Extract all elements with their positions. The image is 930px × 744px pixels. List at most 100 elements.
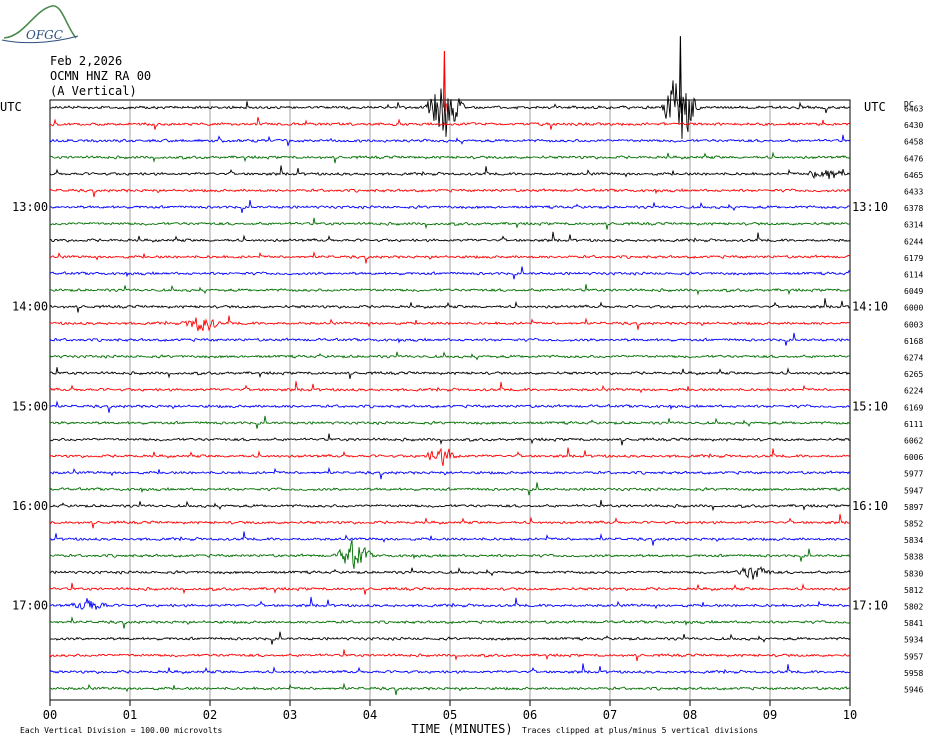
dc-offset-label: 5897 (904, 503, 923, 512)
trace-row (49, 200, 851, 213)
dc-offset-label: 5802 (904, 603, 923, 612)
dc-offset-label: 5958 (904, 669, 923, 678)
dc-offset-label: 6111 (904, 420, 923, 429)
station-label: OCMN HNZ RA 00 (50, 69, 152, 83)
trace-row (49, 315, 851, 332)
trace-row (49, 566, 851, 580)
trace-row (49, 482, 851, 496)
dc-offset-label: 6179 (904, 254, 923, 263)
trace-row (49, 433, 851, 446)
x-tick-label: 03 (283, 708, 297, 722)
date-label: Feb 2,2026 (50, 54, 123, 68)
trace-row (49, 531, 851, 546)
footer-clip-note: Traces clipped at plus/minus 5 vertical … (522, 726, 758, 735)
dc-offset-label: 5947 (904, 486, 923, 495)
trace-row (49, 188, 851, 198)
right-time-label: 15:10 (852, 399, 888, 413)
dc-column-title: DC (904, 100, 914, 109)
trace-row (49, 663, 851, 675)
dc-offset-label: 6169 (904, 403, 923, 412)
dc-offset-label: 6274 (904, 354, 923, 363)
trace-row (49, 381, 851, 394)
dc-offset-label: 6476 (904, 154, 923, 163)
dc-offset-label: 6430 (904, 121, 923, 130)
trace-row (49, 616, 851, 629)
left-time-label: 17:00 (12, 599, 48, 613)
dc-offset-label: 5934 (904, 636, 923, 645)
dc-offset-label: 6463 (904, 105, 923, 114)
component-label: (A Vertical) (50, 84, 137, 98)
trace-row (49, 231, 851, 243)
dc-offset-label: 5838 (904, 553, 923, 562)
trace-row (49, 466, 851, 480)
trace-row (49, 649, 850, 662)
trace-row (49, 151, 851, 164)
dc-offset-label: 5841 (904, 619, 923, 628)
dc-offset-label: 5977 (904, 470, 923, 479)
trace-row (49, 284, 851, 296)
x-tick-label: 05 (443, 708, 457, 722)
dc-offset-label: 6168 (904, 337, 923, 346)
dc-offset-label: 6114 (904, 271, 923, 280)
x-tick-label: 04 (363, 708, 377, 722)
trace-row (49, 116, 851, 130)
x-tick-label: 01 (123, 708, 137, 722)
x-tick-label: 06 (523, 708, 537, 722)
trace-row (49, 351, 851, 361)
left-axis-title: UTC (0, 100, 22, 114)
trace-row (49, 165, 850, 180)
left-time-label: 14:00 (12, 300, 48, 314)
right-time-label: 17:10 (852, 599, 888, 613)
logo-text: OFGC (26, 28, 63, 42)
x-tick-label: 10 (843, 708, 857, 722)
dc-offset-label: 6062 (904, 437, 923, 446)
x-tick-label: 09 (763, 708, 777, 722)
dc-offset-label: 6000 (904, 304, 923, 313)
x-axis-title: TIME (MINUTES) (411, 722, 512, 736)
dc-offset-label: 6458 (904, 138, 923, 147)
x-tick-label: 07 (603, 708, 617, 722)
trace-row (49, 217, 851, 230)
dc-offset-label: 6049 (904, 287, 923, 296)
footer-scale-note: Each Vertical Division = 100.00 microvol… (20, 726, 222, 735)
dc-offset-label: 6465 (904, 171, 923, 180)
trace-row (49, 513, 850, 529)
trace-row (49, 332, 851, 346)
trace-row (49, 266, 851, 280)
right-time-label: 14:10 (852, 300, 888, 314)
x-tick-label: 00 (43, 708, 57, 722)
right-axis-title: UTC (864, 100, 886, 114)
right-time-label: 13:10 (852, 200, 888, 214)
trace-row (49, 400, 851, 413)
dc-offset-label: 5812 (904, 586, 923, 595)
trace-row (49, 367, 851, 379)
left-time-label: 16:00 (12, 499, 48, 513)
trace-row (49, 631, 851, 645)
trace-row (50, 499, 851, 512)
x-tick-label: 02 (203, 708, 217, 722)
event-spike (678, 36, 683, 114)
dc-offset-label: 5830 (904, 569, 923, 578)
dc-offset-label: 6224 (904, 387, 923, 396)
trace-row (49, 298, 851, 313)
dc-offset-label: 6265 (904, 370, 923, 379)
dc-offset-label: 5957 (904, 652, 923, 661)
trace-row (49, 682, 851, 696)
dc-offset-label: 5834 (904, 536, 923, 545)
dc-offset-label: 5852 (904, 520, 923, 529)
dc-offset-label: 6003 (904, 320, 923, 329)
x-tick-label: 08 (683, 708, 697, 722)
dc-offset-label: 6433 (904, 188, 923, 197)
left-time-label: 15:00 (12, 399, 48, 413)
trace-row (49, 415, 851, 429)
trace-row (49, 250, 851, 264)
logo (1, 5, 79, 44)
dc-offset-label: 6314 (904, 221, 923, 230)
right-time-label: 16:10 (852, 499, 888, 513)
trace-row (49, 596, 851, 610)
trace-row (49, 539, 851, 569)
dc-offset-label: 6006 (904, 453, 923, 462)
logo-curve-icon (3, 5, 77, 39)
event-spike (442, 51, 447, 114)
trace-row (49, 80, 851, 139)
